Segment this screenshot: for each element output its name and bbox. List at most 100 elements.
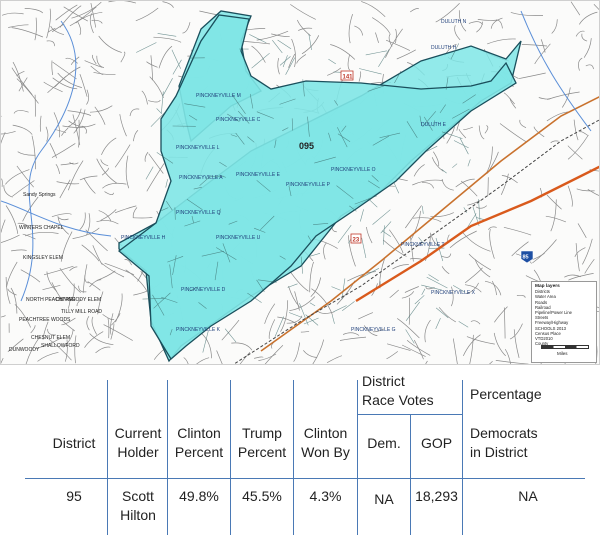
street bbox=[84, 60, 103, 68]
street bbox=[150, 55, 154, 81]
street bbox=[511, 241, 529, 257]
district-street bbox=[277, 39, 292, 50]
street bbox=[67, 298, 71, 309]
district-street bbox=[439, 104, 446, 114]
street bbox=[388, 33, 393, 47]
street bbox=[221, 319, 240, 341]
street bbox=[52, 77, 78, 90]
district-street bbox=[309, 302, 316, 307]
district-street bbox=[478, 199, 481, 221]
street bbox=[568, 273, 594, 281]
district-street bbox=[279, 56, 291, 66]
street bbox=[45, 126, 49, 142]
district-street bbox=[150, 110, 167, 127]
street bbox=[584, 258, 595, 274]
street bbox=[518, 72, 546, 80]
street bbox=[277, 316, 298, 325]
district-street bbox=[421, 288, 426, 296]
header-rule bbox=[25, 478, 585, 479]
street bbox=[125, 269, 148, 291]
street bbox=[581, 33, 588, 42]
district-map: PINCKNEYVILLE M PINCKNEYVILLE C PINCKNEYVI… bbox=[0, 0, 600, 365]
street bbox=[264, 344, 284, 364]
street bbox=[585, 64, 594, 70]
street bbox=[550, 140, 559, 144]
area-label: KINGSLEY ELEM bbox=[23, 255, 63, 261]
street bbox=[271, 33, 290, 38]
street bbox=[1, 132, 6, 144]
street bbox=[330, 44, 356, 60]
district-street bbox=[157, 33, 177, 37]
street bbox=[93, 71, 116, 76]
district-street bbox=[198, 302, 207, 309]
street bbox=[389, 229, 404, 254]
street bbox=[54, 66, 81, 88]
district-street bbox=[256, 180, 271, 192]
district-street bbox=[453, 140, 469, 149]
street bbox=[545, 215, 567, 223]
street bbox=[71, 1, 102, 19]
district-street bbox=[219, 174, 226, 178]
district-street bbox=[191, 215, 194, 224]
district-street bbox=[393, 182, 400, 194]
district-street bbox=[359, 268, 380, 279]
street bbox=[452, 338, 458, 364]
district-street bbox=[452, 163, 458, 168]
header-gop: GOP bbox=[420, 435, 453, 451]
district-street bbox=[405, 329, 415, 344]
street bbox=[5, 205, 19, 234]
street bbox=[593, 4, 599, 11]
street bbox=[293, 342, 301, 362]
street bbox=[135, 7, 159, 22]
street bbox=[587, 189, 599, 196]
district-street bbox=[142, 298, 166, 300]
street bbox=[413, 339, 424, 360]
precinct-label: PINCKNEYVILLE L bbox=[176, 145, 220, 151]
street bbox=[413, 164, 425, 177]
street bbox=[46, 40, 55, 47]
district-street bbox=[166, 201, 173, 211]
street bbox=[521, 44, 548, 47]
street bbox=[31, 135, 36, 170]
street bbox=[495, 360, 529, 364]
district-street bbox=[202, 330, 209, 353]
precinct-label: PINCKNEYVILLE A bbox=[179, 175, 223, 181]
street bbox=[12, 180, 35, 197]
legend-item: SCHOOLS 2013 bbox=[535, 325, 566, 331]
route-23-shield: 23 bbox=[350, 233, 362, 244]
street bbox=[47, 27, 56, 33]
street bbox=[104, 191, 114, 195]
district-street bbox=[303, 317, 319, 325]
cell-clinton-percent: 49.8% bbox=[179, 488, 219, 504]
street bbox=[424, 319, 431, 343]
street bbox=[76, 298, 82, 307]
street bbox=[412, 217, 442, 223]
street bbox=[98, 210, 112, 222]
cell-gop-votes: 18,293 bbox=[415, 488, 458, 504]
street bbox=[25, 335, 41, 364]
street bbox=[141, 90, 148, 105]
street bbox=[339, 336, 367, 341]
street bbox=[79, 175, 98, 181]
street bbox=[425, 232, 431, 262]
district-street bbox=[214, 261, 219, 281]
street bbox=[46, 8, 51, 39]
street bbox=[101, 137, 117, 156]
street bbox=[119, 114, 127, 137]
svg-text:85: 85 bbox=[523, 255, 529, 261]
street bbox=[366, 226, 373, 244]
street bbox=[431, 157, 444, 172]
district-street bbox=[186, 199, 203, 211]
district-street bbox=[422, 111, 437, 128]
district-street bbox=[247, 292, 262, 303]
district-street bbox=[169, 264, 173, 289]
area-label: DUNWOODY ELEM bbox=[56, 297, 101, 303]
street bbox=[90, 65, 104, 75]
street bbox=[264, 303, 276, 324]
street bbox=[148, 99, 161, 103]
district-street bbox=[426, 145, 438, 152]
street bbox=[231, 342, 253, 351]
district-street bbox=[441, 131, 463, 139]
precinct-label: PINCKNEYVILLE P bbox=[286, 182, 331, 188]
district-street bbox=[405, 301, 420, 321]
